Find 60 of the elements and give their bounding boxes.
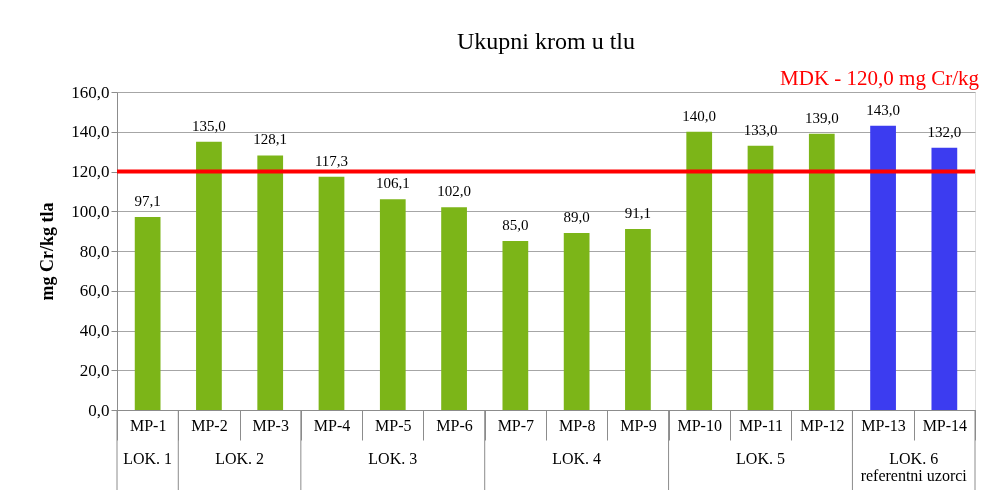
x-tick-label: MP-2 [191,416,228,434]
bar [196,141,222,410]
bar [257,155,284,410]
y-axis-title: mg Cr/kg tla [37,202,58,301]
bar [870,125,896,410]
bar [379,199,406,410]
x-tick-label: MP-14 [922,416,968,434]
data-label: 132,0 [927,123,962,140]
text: LOK. 6 referentni uzorci [860,450,968,484]
data-label: 97,1 [134,193,161,210]
x-tick-label: MP-13 [861,416,906,434]
bar [747,145,774,410]
bar [134,217,161,410]
bar [686,131,713,410]
data-label: 89,0 [563,209,590,226]
x-tick-label: MP-3 [252,416,289,434]
bar [318,176,345,410]
x-tick-label: MP-9 [620,416,657,434]
data-label: 133,0 [743,121,778,138]
chart-title: Ukupni krom u tlu [457,28,635,54]
y-tick-label: 140,0 [71,122,110,142]
data-label: 139,0 [804,109,839,126]
data-label: 143,0 [866,101,900,118]
bar [808,133,835,410]
text: LOK. 5 [736,450,785,467]
x-tick-label: MP-8 [558,416,596,434]
y-tick-label: 0,0 [88,400,110,420]
x-tick-label: MP-11 [739,416,783,434]
x-tick-label: MP-10 [677,416,722,434]
data-label: 85,0 [502,217,529,234]
x-tick-label: MP-7 [497,416,535,434]
text: LOK. 1 [123,450,173,467]
y-tick-label: 160,0 [71,82,110,102]
data-label: 102,0 [437,183,471,200]
text: LOK. 2 [215,450,265,467]
x-tick-label: MP-6 [436,416,473,434]
data-label: 140,0 [682,107,717,124]
x-tick-label: MP-1 [129,416,167,434]
bar [563,233,590,410]
x-tick-label: MP-12 [800,416,845,434]
y-tick-label: 80,0 [79,241,110,261]
data-label: 117,3 [314,152,349,169]
y-tick-label: 40,0 [79,321,110,340]
data-label: 135,0 [192,117,226,134]
y-tick-label: 120,0 [71,162,110,181]
text: LOK. 4 [552,450,602,467]
text: LOK. 3 [368,450,418,467]
x-tick-label: MP-5 [375,416,412,434]
y-tick-label: 100,0 [71,201,110,221]
bar [625,228,651,410]
y-tick-label: 20,0 [79,360,110,380]
data-label: 106,1 [375,175,410,192]
x-tick-label: MP-4 [313,416,351,434]
bar [931,147,958,410]
bar [441,207,467,410]
bar [502,241,529,410]
ref-line-label: MDK - 120,0 mg Cr/kg [780,66,980,90]
data-label: 91,1 [624,204,652,221]
data-label: 128,1 [253,131,288,148]
y-tick-label: 60,0 [79,281,110,301]
